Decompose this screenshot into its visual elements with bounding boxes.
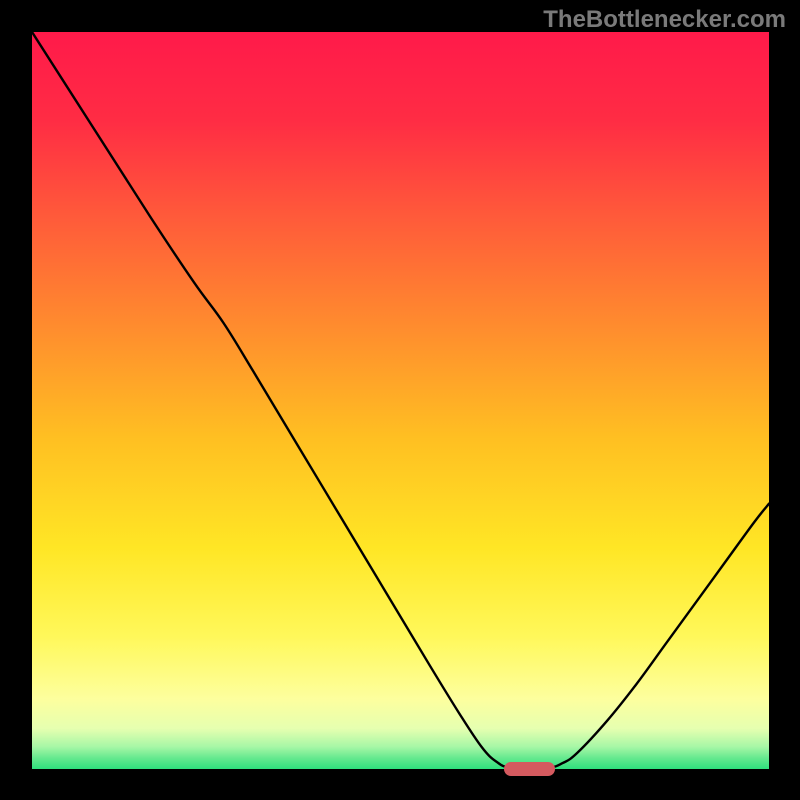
gradient-background	[32, 32, 769, 769]
chart-canvas: TheBottlenecker.com	[0, 0, 800, 800]
minimum-marker	[504, 762, 556, 777]
plot-svg	[32, 32, 769, 769]
watermark-text: TheBottlenecker.com	[543, 6, 786, 34]
plot-area	[32, 32, 769, 769]
